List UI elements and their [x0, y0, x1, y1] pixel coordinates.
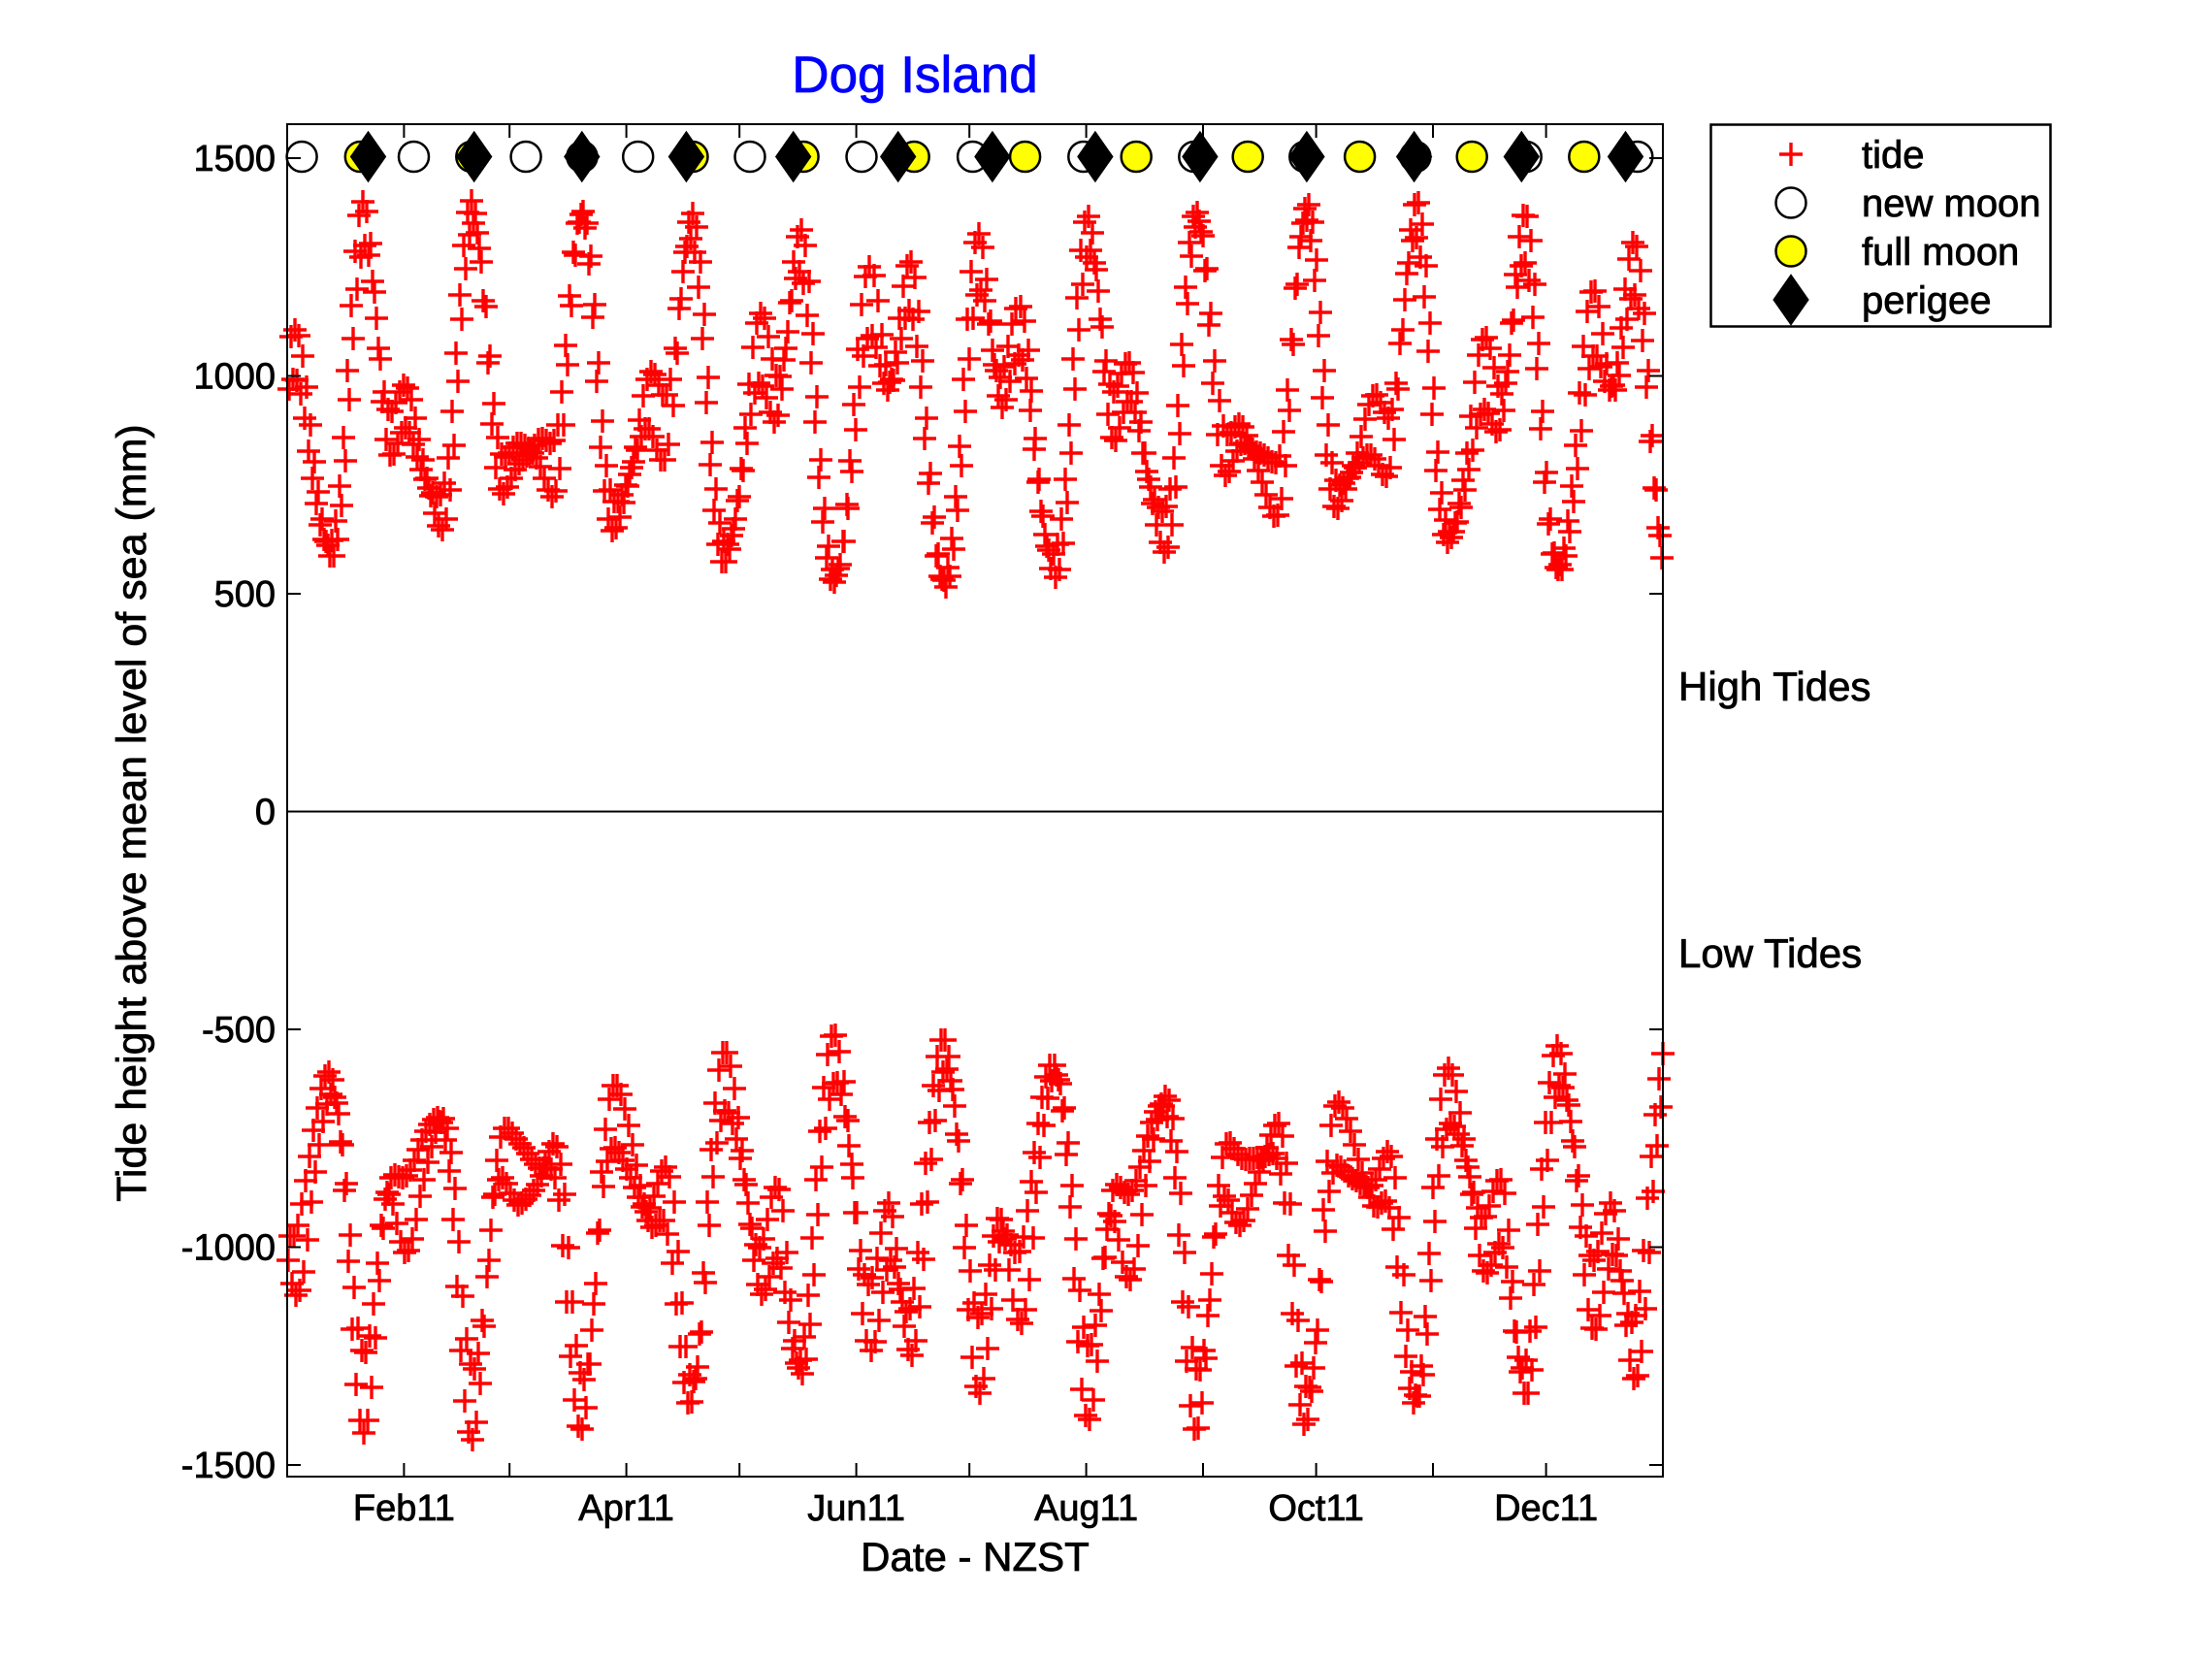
svg-text:Tide height above mean level o: Tide height above mean level of sea (mm) — [109, 424, 155, 1201]
svg-text:new moon: new moon — [1862, 182, 2041, 225]
svg-text:Jun11: Jun11 — [807, 1488, 905, 1529]
svg-text:Feb11: Feb11 — [353, 1488, 455, 1529]
svg-text:500: 500 — [214, 574, 276, 615]
svg-text:Dec11: Dec11 — [1494, 1488, 1598, 1529]
svg-text:full moon: full moon — [1862, 231, 2019, 274]
svg-text:Low Tides: Low Tides — [1678, 930, 1862, 976]
svg-text:Aug11: Aug11 — [1034, 1488, 1138, 1529]
svg-text:-500: -500 — [202, 1010, 276, 1051]
svg-text:-1500: -1500 — [181, 1446, 276, 1486]
svg-text:Dog Island: Dog Island — [792, 47, 1037, 104]
svg-text:Date - NZST: Date - NZST — [861, 1534, 1090, 1579]
svg-text:Apr11: Apr11 — [578, 1488, 674, 1529]
svg-text:1000: 1000 — [193, 357, 276, 398]
svg-text:perigee: perigee — [1862, 279, 1991, 322]
svg-text:Oct11: Oct11 — [1268, 1488, 1364, 1529]
svg-text:High Tides: High Tides — [1678, 664, 1870, 709]
svg-text:-1000: -1000 — [181, 1228, 276, 1269]
svg-text:0: 0 — [255, 793, 276, 833]
svg-text:1500: 1500 — [193, 139, 276, 179]
svg-text:tide: tide — [1862, 134, 1925, 177]
